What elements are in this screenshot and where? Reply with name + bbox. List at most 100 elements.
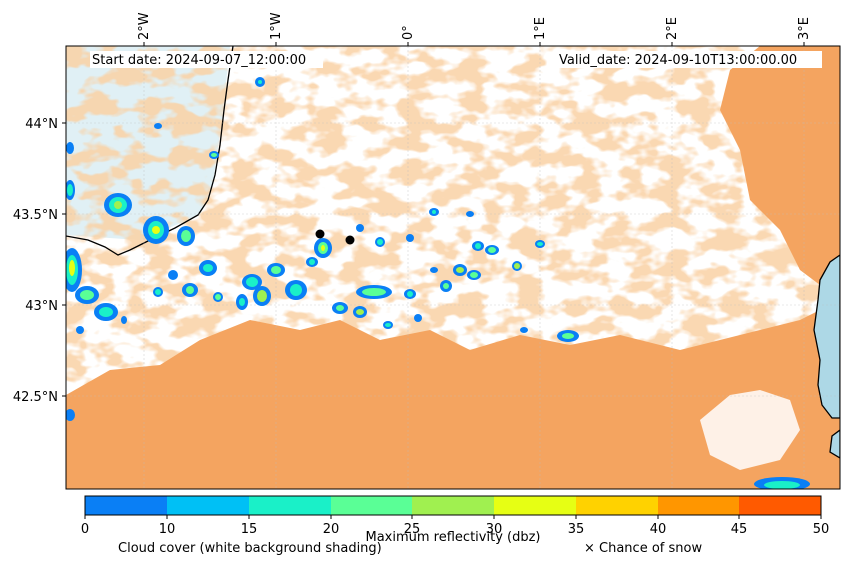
radar-cell [440,280,452,292]
gridlines [66,46,840,489]
radar-cell [66,409,75,421]
colorbar-tick: 30 [486,522,503,537]
location-marker [345,235,355,245]
radar-cell [199,260,217,276]
colorbar-segment [658,496,739,515]
lon-tick-label: 0° [401,25,416,40]
radar-cell [512,261,522,271]
colorbar-tick: 15 [241,522,258,537]
radar-cell [177,226,195,246]
lon-tick-label: 1°E [533,17,548,40]
lat-tick-label: 44°N [25,117,58,132]
longitude-ticks: 2°W 1°W 0° 1°E 2°E 3°E [137,12,812,46]
colorbar-tick: 20 [323,522,340,537]
lon-tick-label: 1°W [269,12,284,40]
radar-cell [236,294,248,310]
colorbar-segment [85,496,167,515]
colorbar-segment [249,496,331,515]
radar-cell [121,316,127,324]
lat-tick-label: 43.5°N [13,208,58,223]
valid-date-label: Valid_date: 2024-09-10T13:00:00.00 [559,53,797,68]
colorbar-frame [84,495,822,516]
reflectivity-cells [66,55,810,489]
lon-tick-label: 2°E [665,17,680,40]
cloud-solid-south [66,300,840,489]
cloud-clear-patch [700,390,800,470]
valid-date-box [556,51,822,68]
radar-cell [66,180,75,200]
map-frame [65,45,841,490]
radar-cell [66,248,82,292]
radar-cell [467,270,481,280]
radar-cell [182,283,198,297]
colorbar-segment [739,496,821,515]
radar-cell [383,321,393,329]
radar-cell [414,314,422,322]
radar-cell [430,267,438,273]
radar-cell [754,477,810,489]
radar-cell [306,257,318,267]
radar-cell [466,211,474,217]
radar-cell [332,302,348,314]
radar-cell [404,289,416,299]
radar-cell [76,326,84,334]
map-area: Start date: 2024-09-07_12:00:00 Valid_da… [66,46,840,489]
radar-cell [356,224,364,232]
radar-cell [535,240,545,248]
radar-cell [485,245,499,255]
colorbar-tick: 25 [404,522,421,537]
colorbar-tick: 45 [731,522,748,537]
radar-cell [213,292,223,302]
radar-cell [253,286,271,306]
radar-cell [255,77,265,87]
mediterranean-sea-south [829,429,840,459]
radar-cell [356,285,392,299]
radar-cell [557,330,579,342]
colorbar-tick: 35 [568,522,585,537]
lat-tick-label: 42.5°N [13,390,58,405]
radar-cell [472,241,484,251]
radar-cell [94,303,118,321]
radar-cell [429,208,439,216]
colorbar-tick: 10 [159,522,176,537]
colorbar: 0 10 15 20 25 30 35 40 45 50 Maximum ref… [81,495,830,556]
atlantic-coastline [66,46,234,256]
colorbar-tick: 0 [81,522,89,537]
colorbar-segment [331,496,412,515]
radar-cell [75,286,99,304]
radar-cell [285,280,307,300]
cloud-solid-east [720,46,840,300]
colorbar-segment [494,496,576,515]
colorbar-segment [412,496,494,515]
radar-cell [153,287,163,297]
radar-cell [168,270,178,280]
radar-cell [353,306,367,318]
snow-chance-note: × Chance of snow [584,541,702,556]
lat-tick-label: 43°N [25,299,58,314]
colorbar-tick: 40 [650,522,667,537]
location-marker [315,229,325,239]
colorbar-tick: 50 [813,522,830,537]
radar-cell [520,327,528,333]
radar-cell [375,237,385,247]
radar-cell [314,238,332,258]
mediterranean-sea [813,254,840,419]
lon-tick-label: 2°W [137,12,152,40]
colorbar-segment [576,496,658,515]
cloud-cover-note: Cloud cover (white background shading) [118,541,382,556]
radar-cell [104,193,132,217]
colorbar-segment [167,496,249,515]
radar-cell [66,142,74,154]
radar-cell [406,234,414,242]
radar-cell [453,264,467,276]
radar-cell [143,216,169,244]
radar-cell [209,151,219,159]
radar-cell [267,263,285,277]
start-date-label: Start date: 2024-09-07_12:00:00 [92,53,306,68]
lon-tick-label: 3°E [797,17,812,40]
radar-cell [242,274,262,290]
radar-cell [154,123,162,129]
colorbar-title: Maximum reflectivity (dbz) [366,530,541,545]
start-date-box [90,51,323,68]
